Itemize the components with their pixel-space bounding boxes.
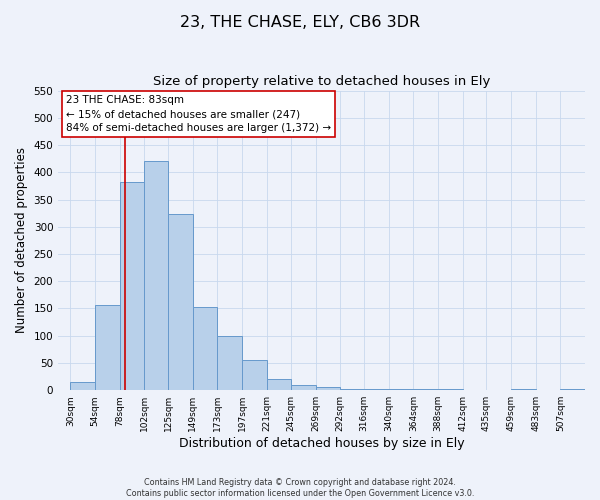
- Y-axis label: Number of detached properties: Number of detached properties: [15, 148, 28, 334]
- Bar: [560, 389, 585, 390]
- Bar: [95, 304, 120, 390]
- Text: 23, THE CHASE, ELY, CB6 3DR: 23, THE CHASE, ELY, CB6 3DR: [180, 15, 420, 30]
- Bar: [291, 385, 316, 390]
- Bar: [242, 360, 266, 390]
- Bar: [70, 382, 95, 390]
- Bar: [316, 388, 340, 390]
- Bar: [413, 388, 438, 390]
- Text: 23 THE CHASE: 83sqm
← 15% of detached houses are smaller (247)
84% of semi-detac: 23 THE CHASE: 83sqm ← 15% of detached ho…: [66, 95, 331, 133]
- Bar: [511, 389, 536, 390]
- Bar: [193, 307, 217, 390]
- Bar: [438, 389, 463, 390]
- Bar: [389, 389, 413, 390]
- Text: Contains HM Land Registry data © Crown copyright and database right 2024.
Contai: Contains HM Land Registry data © Crown c…: [126, 478, 474, 498]
- Bar: [217, 336, 242, 390]
- Bar: [364, 389, 389, 390]
- Bar: [266, 380, 291, 390]
- Bar: [145, 162, 168, 390]
- Bar: [120, 182, 145, 390]
- Bar: [168, 214, 193, 390]
- Title: Size of property relative to detached houses in Ely: Size of property relative to detached ho…: [153, 75, 490, 88]
- Bar: [340, 388, 364, 390]
- X-axis label: Distribution of detached houses by size in Ely: Distribution of detached houses by size …: [179, 437, 464, 450]
